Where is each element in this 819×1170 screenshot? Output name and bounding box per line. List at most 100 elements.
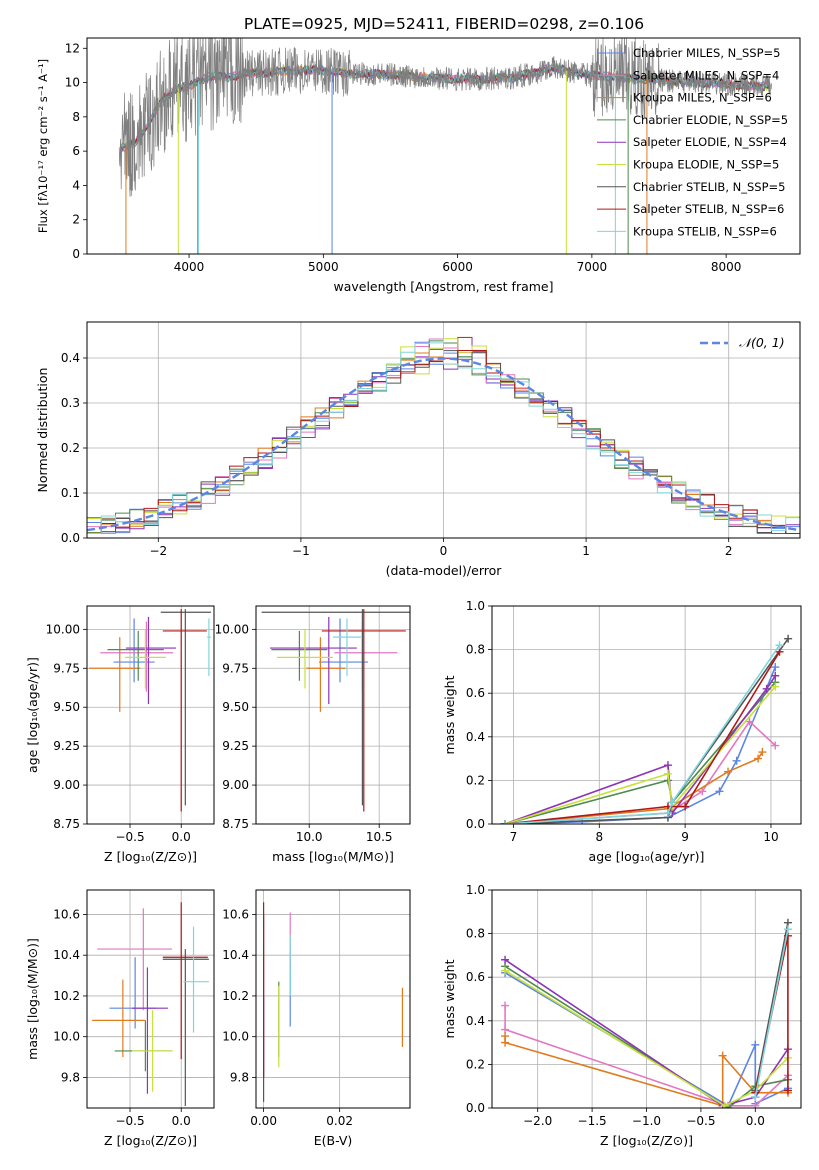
axes-frame (86, 37, 801, 255)
x-tick-label: 1 (582, 544, 590, 558)
axes-frame (491, 889, 802, 1109)
y-tick-label: 9.8 (61, 1070, 80, 1084)
marker-chabrier_miles (732, 756, 741, 765)
marker-kroupa_miles (754, 754, 763, 763)
x-tick-label: −2.0 (523, 1114, 552, 1128)
x-tick-label: 7000 (577, 260, 608, 274)
marker-salpeter_elodie (771, 671, 780, 680)
x-tick-label: 6000 (442, 260, 473, 274)
y-tick-label: 0.8 (466, 927, 485, 941)
y-tick-label: 10.6 (53, 907, 80, 921)
marker-salpeter_miles (771, 741, 780, 750)
plot-area-weight_vs_age (500, 634, 793, 824)
x-tick-label: −1 (292, 544, 310, 558)
y-axis-label: mass [log₁₀(M/M⊙)] (25, 938, 40, 1060)
x-tick-label: 9 (681, 830, 689, 844)
marker-kroupa_elodie (720, 1101, 729, 1108)
y-tick-label: 9.50 (53, 700, 80, 714)
panel-spectrum: 4000 5000 6000 7000 8000 0 2 4 6 8 10 12 wavelength … (36, 37, 801, 294)
y-tick-label: 0 (72, 247, 80, 261)
y-tick-label: 0.6 (466, 970, 485, 984)
marker-salpeter_miles (745, 717, 754, 726)
gaussian-curve (87, 357, 800, 532)
x-tick-label: 0.0 (746, 1114, 765, 1128)
y-tick-label: 1.0 (466, 883, 485, 897)
y-tick-label: 0.2 (466, 1057, 485, 1071)
y-tick-label: 8.75 (222, 817, 249, 831)
x-axis-label: E(B-V) (314, 1133, 353, 1148)
x-tick-label: 0.02 (326, 1114, 353, 1128)
marker-chabrier_miles (771, 663, 780, 672)
plot-area-age_vs_Z (89, 609, 211, 812)
y-tick-label: 9.75 (222, 661, 249, 675)
y-axis-label: Flux [fλ10⁻¹⁷ erg cm⁻² s⁻¹ A⁻¹] (36, 59, 50, 233)
y-axis-label: age [log₁₀(age/yr)] (25, 657, 40, 773)
y-tick-label: 0.4 (61, 351, 80, 365)
y-tick-label: 9.75 (53, 661, 80, 675)
axes-frame (86, 321, 801, 539)
y-tick-label: 1.0 (466, 599, 485, 613)
y-tick-label: 0.4 (466, 730, 485, 744)
y-tick-label: 10.2 (222, 989, 249, 1003)
plot-area-weight_vs_Z (501, 918, 792, 1108)
legend-label: Kroupa ELODIE, N_SSP=5 (633, 158, 779, 172)
y-axis-label: Normed distribution (35, 368, 50, 493)
weight-line-chabrier_elodie (504, 681, 776, 824)
panel-mass_vs_ebv: 0.00 0.02 9.8 10.0 10.2 10.4 10.6 E(B-V) (222, 889, 411, 1148)
x-tick-label: 2 (725, 544, 733, 558)
x-tick-label: 8000 (711, 260, 742, 274)
y-tick-label: 0.2 (466, 773, 485, 787)
x-tick-label: −2 (149, 544, 167, 558)
x-tick-label: 7 (510, 830, 518, 844)
marker-salpeter_miles (698, 787, 707, 796)
weight-line-salpeter_elodie (504, 959, 789, 1107)
observed-spectrum (118, 38, 773, 197)
x-tick-label: −0.5 (686, 1114, 715, 1128)
plot-area-mass_vs_Z (92, 902, 209, 1106)
axes-frame (255, 605, 411, 825)
y-axis-label: mass weight (442, 959, 457, 1038)
y-tick-label: 10.0 (222, 1030, 249, 1044)
legend-label: Salpeter MILES, N_SSP=4 (633, 68, 779, 82)
x-tick-label: 0.00 (250, 1114, 277, 1128)
x-tick-label: 10.0 (296, 830, 323, 844)
marker-salpeter_miles (751, 1101, 760, 1108)
marker-salpeter_stelib (783, 1086, 792, 1095)
marker-salpeter_miles (501, 1001, 510, 1010)
x-axis-label: Z [log₁₀(Z/Z⊙)] (104, 1133, 197, 1148)
legend-spectrum: Chabrier MILES, N_SSP=5 Salpeter MILES, N… (597, 46, 788, 238)
marker-kroupa_stelib (775, 641, 784, 650)
y-tick-label: 0.0 (466, 1101, 485, 1115)
marker-kroupa_stelib (783, 925, 792, 934)
panel-age_vs_Z: −0.5 0.0 8.75 9.00 9.25 9.50 9.75 10.00 Z [log₁₀… (25, 605, 215, 864)
x-axis-label: age [log₁₀(age/yr)] (589, 849, 705, 864)
marker-kroupa_stelib (668, 798, 677, 807)
weight-line-kroupa_elodie (504, 686, 776, 824)
histogram-kroupa_stelib (87, 342, 800, 538)
x-tick-label: 10 (763, 830, 778, 844)
legend-residuals: 𝒩(0, 1) (700, 335, 785, 350)
weight-line-kroupa_elodie (504, 970, 789, 1107)
marker-kroupa_miles (724, 767, 733, 776)
legend-label: Kroupa MILES, N_SSP=6 (633, 91, 772, 105)
x-tick-label: −0.5 (115, 830, 144, 844)
x-tick-label: 4000 (174, 260, 205, 274)
panel-weight_vs_age: 7 8 9 10 0.0 0.2 0.4 0.6 0.8 1.0 age [log₁₀(age/yr… (442, 599, 802, 864)
weight-line-kroupa_stelib (504, 644, 781, 824)
y-tick-label: 6 (72, 144, 80, 158)
axes-frame (255, 889, 411, 1109)
y-tick-label: 0.1 (61, 486, 80, 500)
y-tick-label: 10.4 (53, 948, 80, 962)
marker-kroupa_miles (758, 748, 767, 757)
x-axis-label: mass [log₁₀(M/M⊙)] (272, 849, 394, 864)
y-tick-label: 10.00 (215, 622, 249, 636)
y-tick-label: 0.4 (466, 1014, 485, 1028)
legend-label: Chabrier MILES, N_SSP=5 (633, 46, 780, 60)
y-tick-label: 9.50 (222, 700, 249, 714)
marker-salpeter_stelib (681, 802, 690, 811)
marker-kroupa_stelib (663, 809, 672, 818)
panel-mass_vs_Z: −0.5 0.0 9.8 10.0 10.2 10.4 10.6 Z [log₁₀(Z/Z⊙)… (25, 889, 215, 1148)
marker-salpeter_elodie (663, 761, 672, 770)
marker-kroupa_elodie (663, 769, 672, 778)
x-tick-label: −1.0 (632, 1114, 661, 1128)
